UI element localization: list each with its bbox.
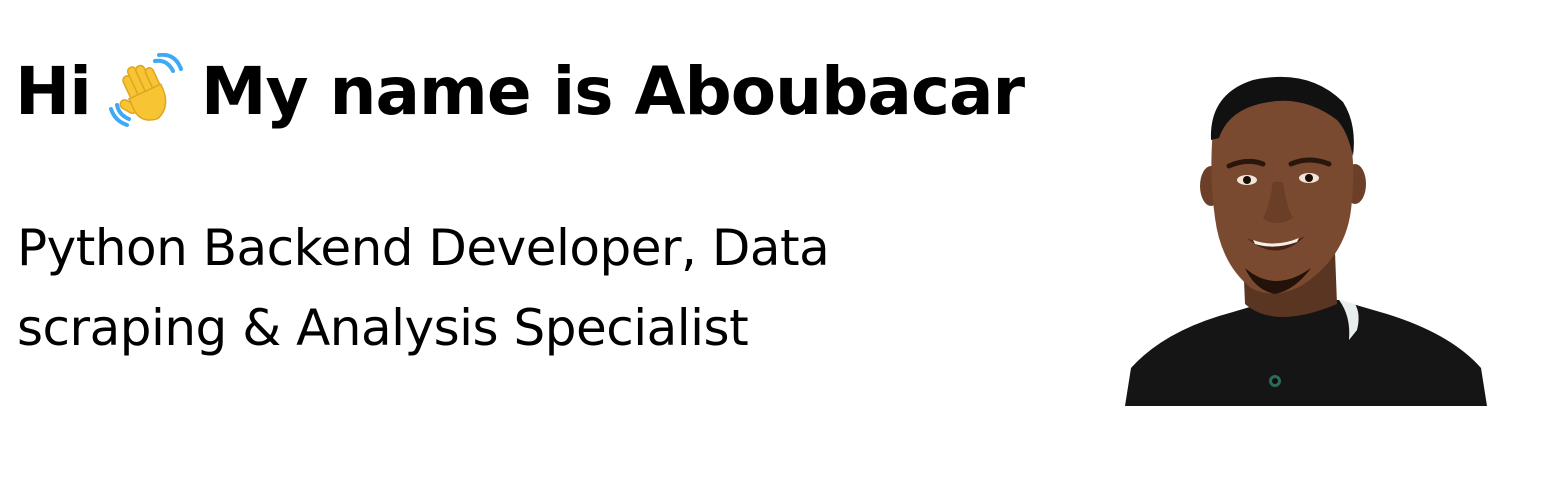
avatar [1125,68,1487,406]
waving-hand-icon [107,52,185,131]
intro-text: My name is Aboubacar [200,53,1025,130]
greeting-text: Hi [15,53,92,130]
hero-subtitle: Python Backend Developer, Data scraping … [17,219,830,357]
hero-heading: Hi My name is Aboubacar [15,52,1025,132]
